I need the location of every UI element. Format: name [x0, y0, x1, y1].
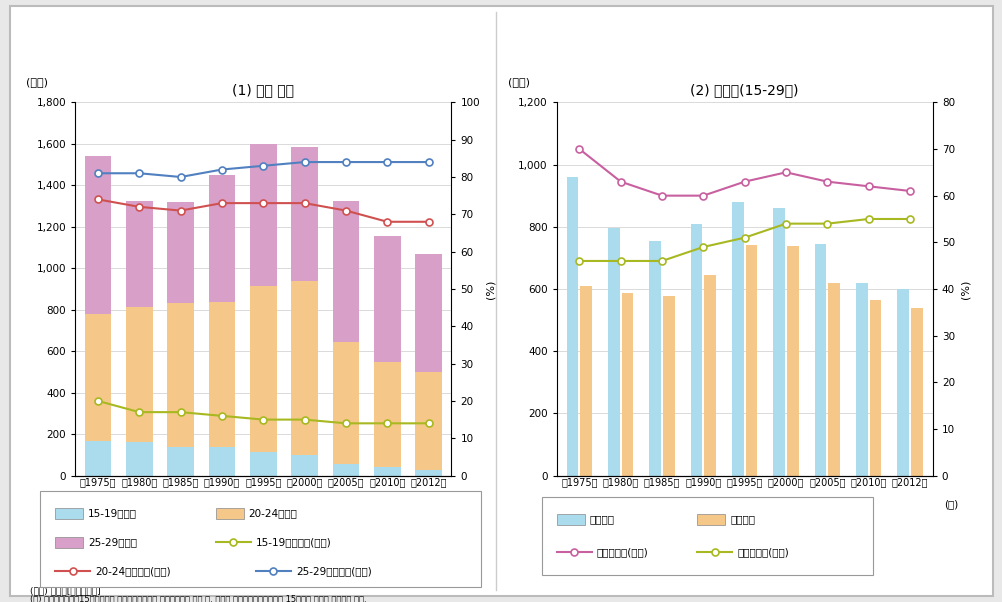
Title: (2) 남녀별(15-29세): (2) 남녀별(15-29세) [689, 83, 799, 97]
Bar [744, 246, 757, 476]
Bar [208, 302, 235, 447]
Text: (년): (년) [943, 499, 957, 509]
Y-axis label: (%): (%) [960, 279, 970, 299]
Text: 20-24세・비율(우축): 20-24세・비율(우축) [95, 566, 170, 576]
Bar [84, 314, 111, 441]
Text: 남성・비율(우축): 남성・비율(우축) [596, 547, 648, 557]
Bar [333, 201, 359, 342]
Bar [208, 175, 235, 302]
Bar [249, 287, 277, 452]
Bar [855, 284, 867, 476]
Bar [84, 441, 111, 476]
Bar [662, 296, 674, 476]
Bar [333, 342, 359, 464]
Bar [167, 303, 193, 447]
Bar [787, 246, 798, 476]
Bar [566, 177, 578, 476]
Bar [814, 244, 826, 476]
Bar [125, 442, 152, 476]
Text: (출전) 완무실[노동력조사]: (출전) 완무실[노동력조사] [30, 587, 100, 595]
Bar [208, 447, 235, 476]
Bar [415, 372, 442, 470]
Bar [415, 253, 442, 372]
Bar [249, 144, 277, 287]
Text: 20-24세・명: 20-24세・명 [248, 509, 298, 518]
Bar [333, 464, 359, 476]
Text: 25-29세・비율(우축): 25-29세・비율(우축) [296, 566, 372, 576]
Text: 25-29세・명: 25-29세・명 [88, 538, 137, 547]
Bar [869, 300, 881, 476]
Text: (년): (년) [462, 499, 476, 509]
Bar [621, 293, 633, 476]
Text: 남성・명: 남성・명 [589, 515, 614, 524]
Bar [731, 202, 743, 476]
Bar [910, 308, 922, 476]
Bar [690, 224, 701, 476]
Y-axis label: (%): (%) [485, 279, 495, 299]
Title: (1) 연령 쳑별: (1) 연령 쳑별 [232, 83, 294, 97]
Bar [291, 455, 318, 476]
Text: (주) 노동력인구란，15세이상인구 가운데，취업자와 완전실업자를 합한 것. 노동력 률이란，노동력인구의 15세이상 인구에 차지하는 비율.: (주) 노동력인구란，15세이상인구 가운데，취업자와 완전실업자를 합한 것.… [30, 594, 367, 602]
Bar [374, 362, 401, 467]
Text: 남성・비율(우축): 남성・비율(우축) [736, 547, 789, 557]
Bar [703, 275, 715, 476]
Bar [291, 147, 318, 281]
Bar [773, 208, 785, 476]
Bar [291, 281, 318, 455]
Text: 여성・명: 여성・명 [729, 515, 755, 524]
Bar [125, 307, 152, 442]
Text: (만명): (만명) [507, 78, 529, 87]
Bar [125, 202, 152, 307]
Bar [167, 202, 193, 303]
Text: (만명): (만명) [26, 78, 48, 87]
Bar [249, 452, 277, 476]
Text: 15-19세・비율(우축): 15-19세・비율(우축) [256, 538, 332, 547]
Bar [374, 236, 401, 362]
Text: 15-19세・명: 15-19세・명 [88, 509, 137, 518]
Bar [828, 284, 840, 476]
Bar [607, 228, 619, 476]
Bar [84, 157, 111, 314]
Bar [897, 289, 908, 476]
Bar [415, 470, 442, 476]
Bar [374, 467, 401, 476]
Bar [580, 286, 591, 476]
Bar [167, 447, 193, 476]
Bar [648, 241, 660, 476]
